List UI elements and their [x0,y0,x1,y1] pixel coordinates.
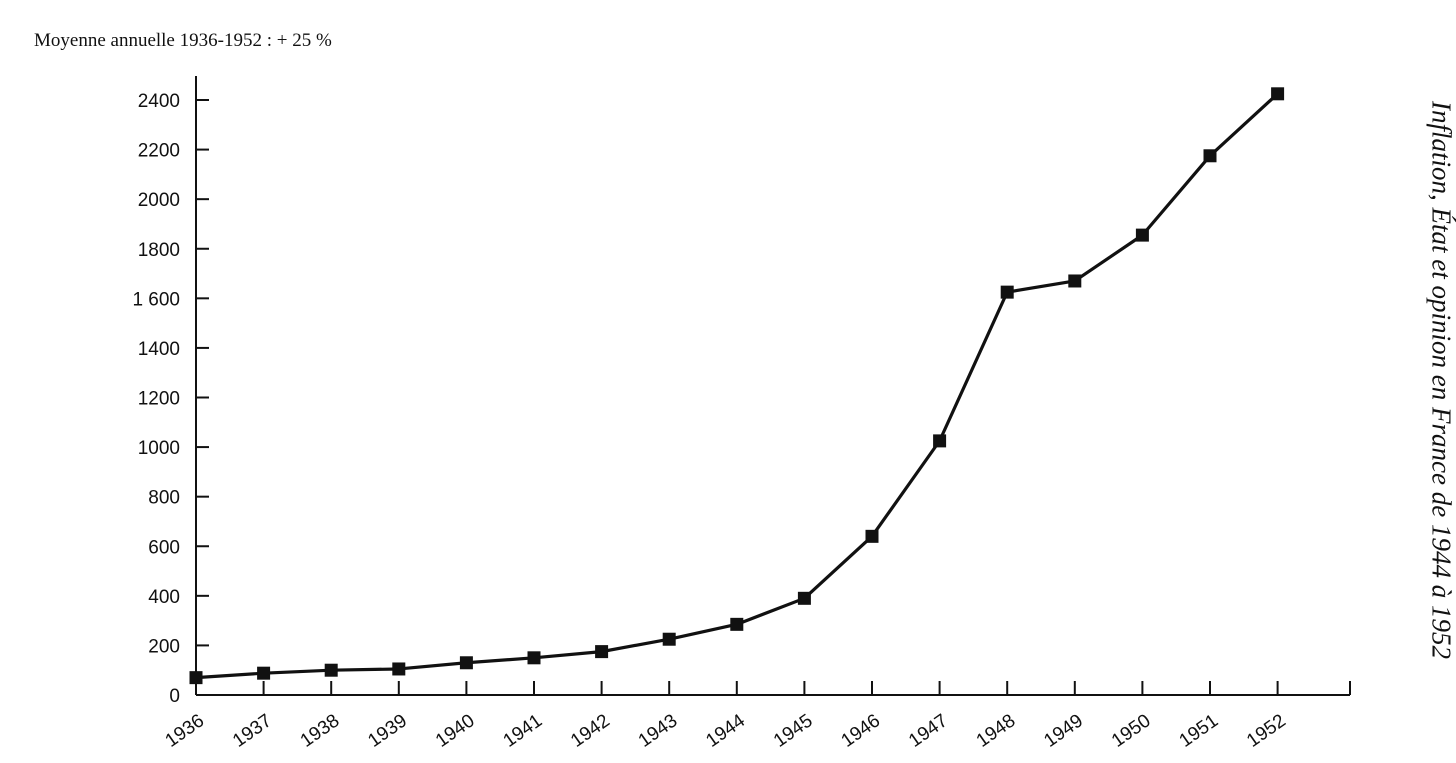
data-point-marker [459,656,473,670]
x-tick-label: 1939 [364,710,411,751]
x-tick-label: 1937 [229,710,276,751]
data-point-marker [1135,228,1149,242]
x-tick-label: 1940 [432,710,479,751]
data-point-marker [189,671,203,685]
y-tick-label: 600 [148,537,180,558]
x-tick-label: 1950 [1108,710,1155,751]
data-point-marker [527,651,541,665]
data-point-marker [392,662,406,676]
data-point-marker [1203,149,1217,163]
data-point-marker [595,645,609,659]
side-title: Inflation, État et opinion en France de … [1426,101,1456,659]
y-tick-label: 800 [148,488,180,509]
y-tick-label: 2200 [138,141,180,162]
y-tick-label: 1000 [138,438,180,459]
x-tick-label: 1944 [702,710,749,752]
y-tick-label: 0 [169,686,180,707]
x-tick-label: 1941 [500,710,547,751]
x-tick-label: 1942 [567,710,614,751]
data-point-marker [257,666,271,680]
x-tick-label: 1952 [1243,710,1290,751]
y-tick-label: 2000 [138,190,180,211]
x-tick-label: 1951 [1176,710,1223,751]
data-point-marker [933,434,947,448]
x-tick-label: 1949 [1040,710,1087,751]
y-tick-label: 1200 [138,389,180,410]
y-tick-label: 2400 [138,91,180,112]
x-tick-label: 1945 [770,710,817,751]
data-point-marker [1068,274,1082,288]
y-tick-label: 1 600 [132,289,180,310]
x-tick-label: 1938 [297,710,344,751]
data-point-marker [662,632,676,646]
y-tick-label: 400 [148,587,180,608]
data-point-marker [1271,87,1285,101]
data-point-marker [865,529,879,543]
data-point-marker [797,591,811,605]
y-tick-label: 1400 [138,339,180,360]
y-tick-label: 1800 [138,240,180,261]
data-point-marker [730,617,744,631]
x-tick-label: 1948 [973,710,1020,751]
x-tick-label: 1943 [635,710,682,751]
data-point-marker [1000,285,1014,299]
y-tick-label: 200 [148,636,180,657]
data-point-marker [324,663,338,677]
x-tick-label: 1936 [162,710,209,751]
chart-subtitle: Moyenne annuelle 1936-1952 : + 25 % [34,30,332,51]
series-line [195,92,1279,680]
x-tick-label: 1947 [905,710,952,751]
x-tick-label: 1946 [838,710,885,751]
